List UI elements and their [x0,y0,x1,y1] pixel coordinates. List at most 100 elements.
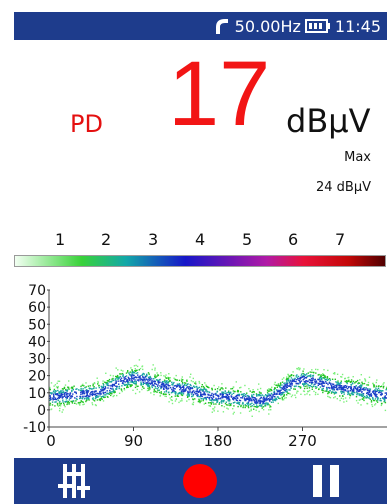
scatter-point [204,402,207,404]
scatter-point [79,401,82,404]
scatter-point [270,388,272,390]
scatter-point [187,395,189,398]
scatter-point [369,394,371,396]
scatter-point [261,403,264,405]
scatter-point [205,384,207,386]
scatter-point [311,383,313,385]
scatter-point [105,372,107,374]
scatter-point [288,382,291,384]
scatter-point [262,398,264,400]
scatter-point [131,374,133,376]
scatter-point [255,402,258,404]
scatter-point [321,380,324,383]
scatter-point [174,378,176,381]
scatter-point [115,382,117,384]
scatter-point [65,401,67,403]
scatter-point [124,381,126,383]
scatter-point [274,399,276,401]
scatter-point [56,393,59,396]
scatter-point [318,382,320,385]
scatter-point [287,377,290,379]
scatter-point [149,378,151,380]
scatter-point [205,396,207,399]
scatter-point [168,380,171,382]
scatter-point [269,405,271,407]
scatter-point [90,393,92,395]
scatter-point [290,386,292,388]
color-scale-bar [14,255,386,267]
record-button[interactable] [180,458,220,504]
scatter-point [175,384,177,387]
scatter-point [124,378,126,380]
scatter-point [263,403,265,405]
scatter-point [345,400,348,402]
scatter-point [312,377,314,379]
settings-button[interactable] [52,458,96,504]
scatter-point [236,402,238,404]
scatter-point [374,404,376,406]
scatter-point [152,364,154,366]
scatter-point [342,398,345,400]
scatter-point [251,402,253,404]
scatter-point [142,383,144,385]
scatter-point [176,395,178,397]
scatter-point [252,398,255,401]
scatter-point [258,404,261,406]
scatter-point [273,391,275,393]
scatter-point [297,382,299,385]
scatter-point [300,380,303,382]
scatter-point [212,408,214,410]
scatter-point [178,401,180,404]
scatter-point [316,386,318,388]
scatter-point [377,399,379,401]
scatter-point [52,398,54,400]
scatter-point [213,384,215,387]
scatter-point [322,382,324,384]
scatter-point [336,388,338,390]
scatter-point [239,399,242,402]
scatter-point [364,378,366,380]
scatter-point [96,396,98,398]
scatter-point [200,400,202,402]
scatter-point [206,386,209,388]
scatter-point [193,390,195,392]
scatter-point [298,377,300,380]
scatter-point [349,386,351,388]
scatter-point [344,377,347,380]
scatter-point [329,390,331,392]
scatter-point [116,374,119,377]
scatter-point [183,391,185,393]
scatter-point [283,388,285,391]
scatter-point [371,403,373,406]
scatter-point [108,381,111,383]
scatter-point [53,388,56,391]
scatter-point [88,395,90,398]
scatter-point [174,388,176,390]
scatter-point [138,391,141,393]
scatter-point [374,393,376,395]
scatter-point [93,382,96,384]
scatter-point [57,380,59,382]
scatter-point [260,397,262,399]
y-tick-label: -10 [23,420,46,436]
scatter-point [71,401,73,403]
scatter-point [186,379,188,381]
scatter-point [84,395,86,397]
scatter-point [278,397,280,399]
scatter-point [56,402,59,405]
scatter-point [131,370,134,372]
scatter-point [148,389,150,391]
scatter-point [151,378,153,380]
scatter-point [195,383,197,385]
scatter-point [360,385,362,387]
scatter-point [273,388,275,391]
scatter-point [315,391,317,394]
scatter-point [220,400,222,403]
scatter-point [329,397,332,399]
scatter-point [312,385,315,387]
scatter-point [273,390,276,393]
scatter-point [298,368,300,371]
scatter-point [181,390,183,393]
scatter-point [198,380,200,383]
pause-button[interactable] [306,458,346,504]
